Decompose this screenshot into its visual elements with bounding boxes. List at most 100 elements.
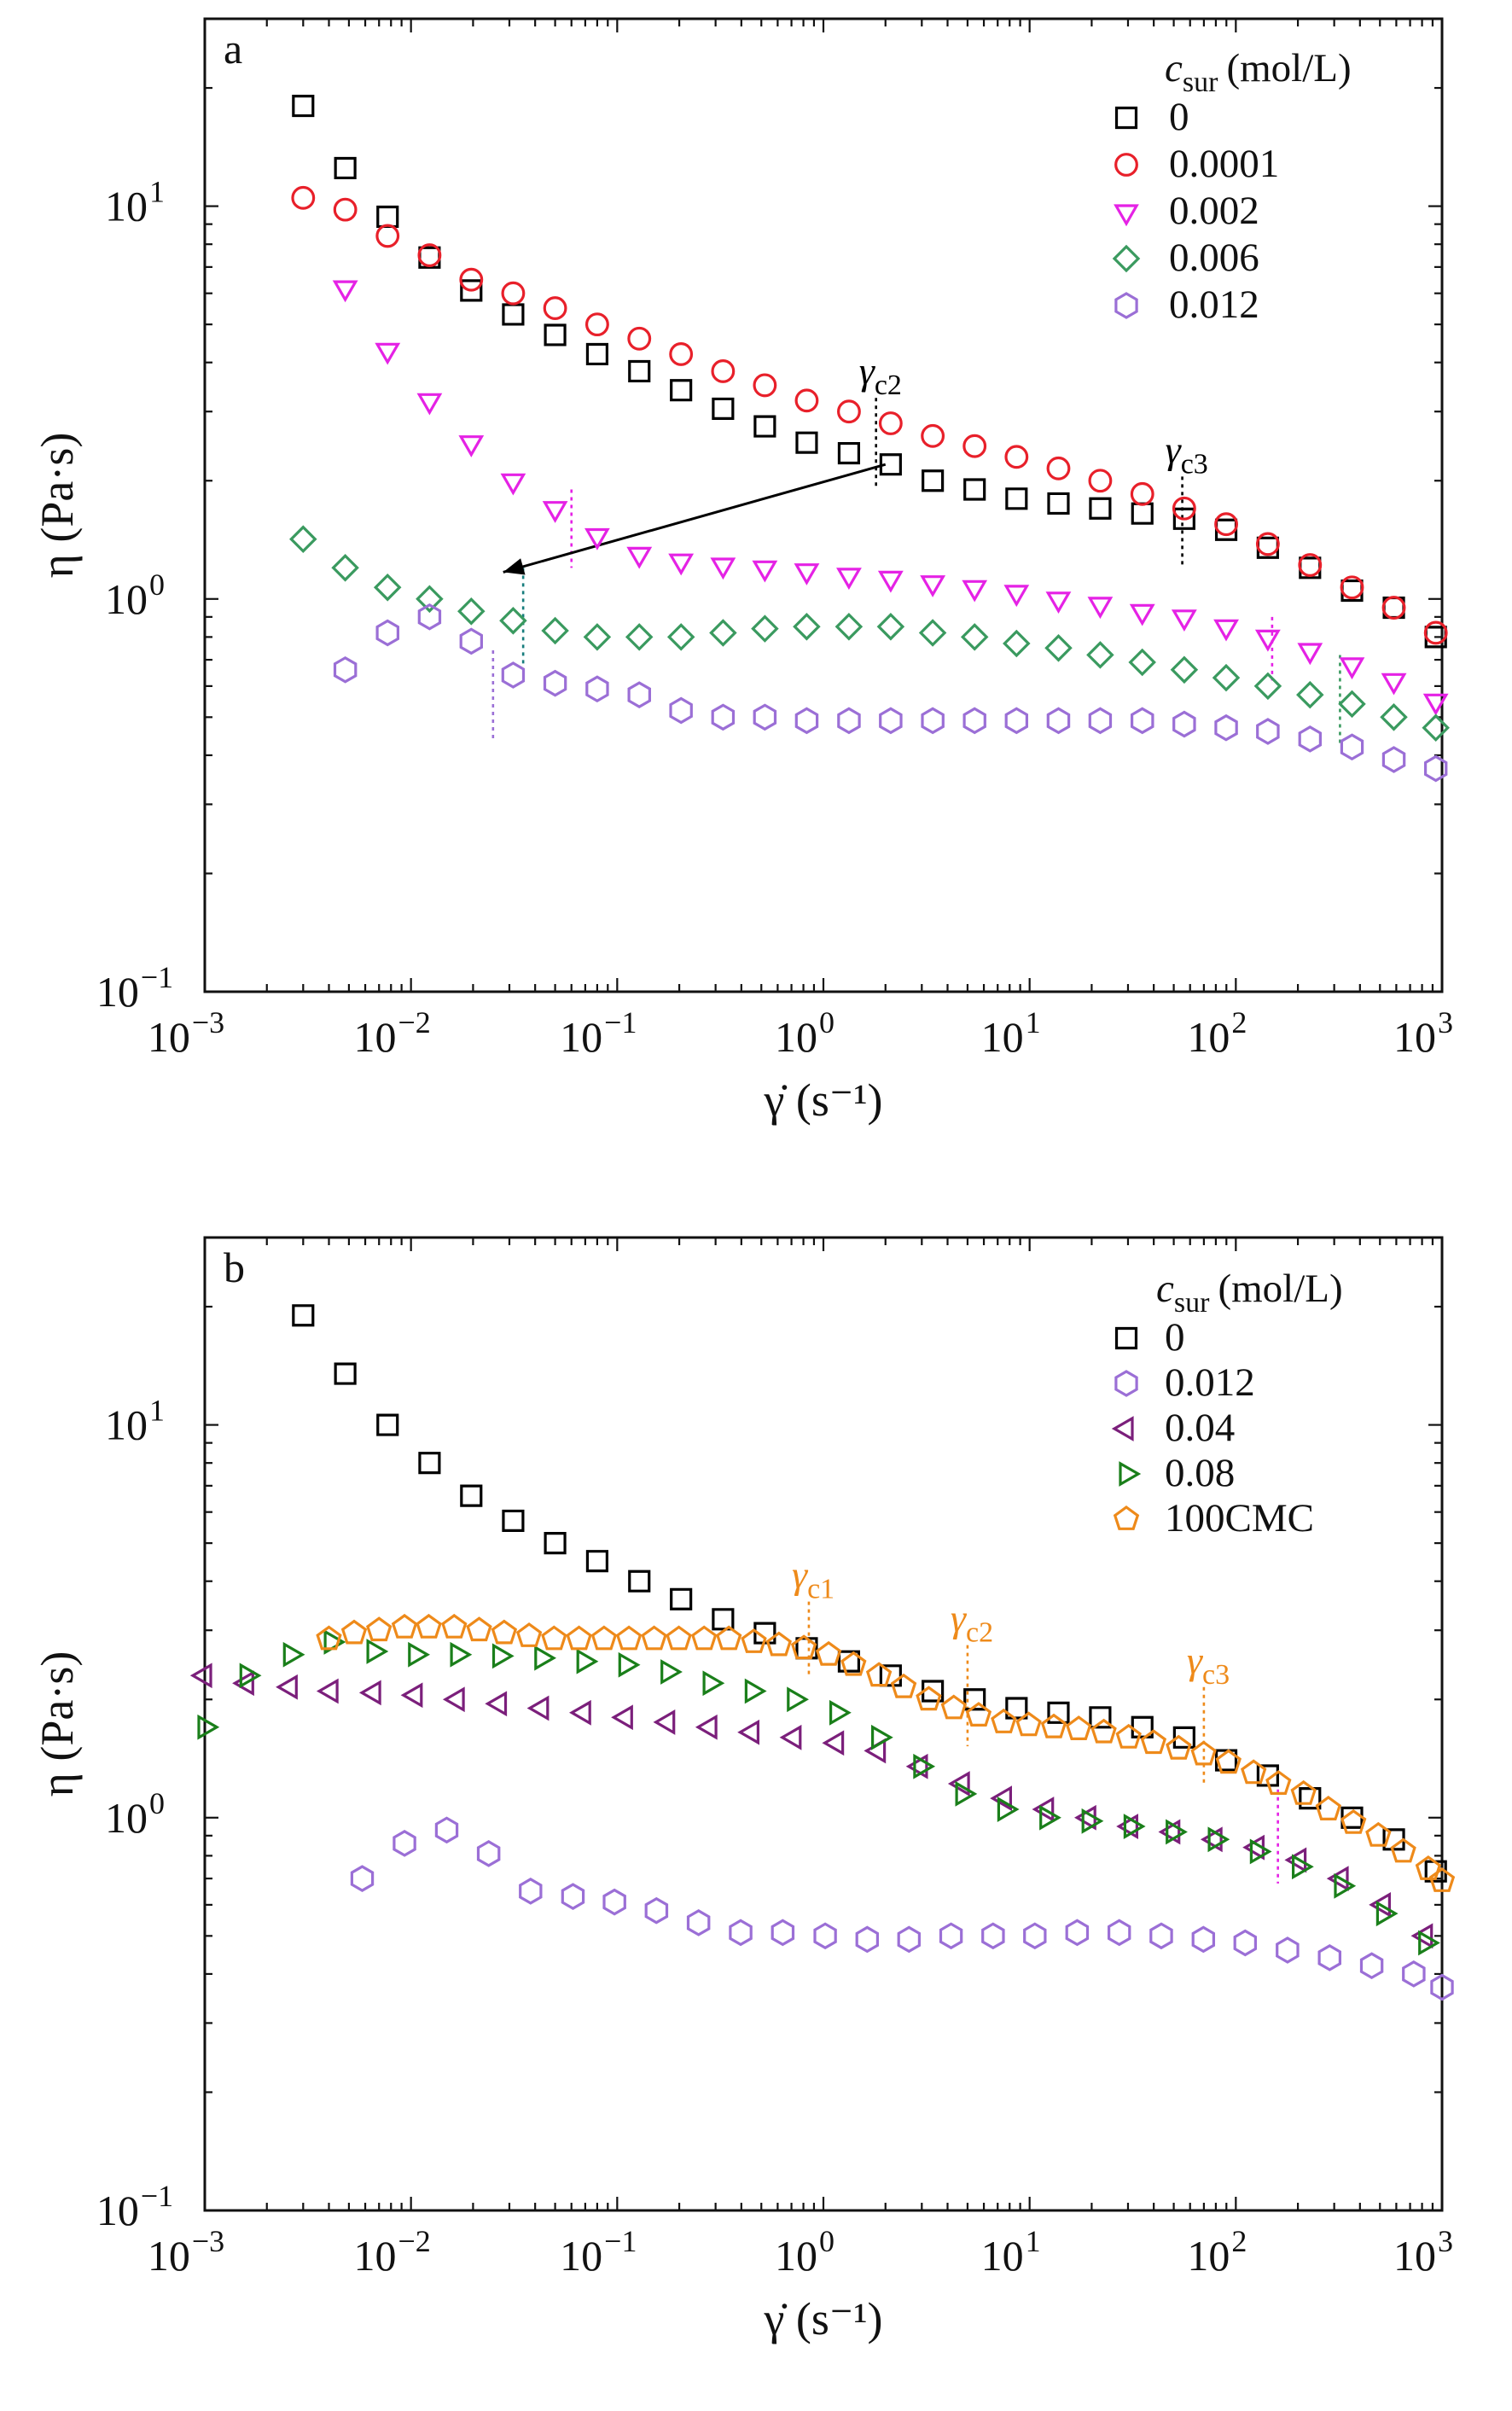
data-point [1108,1919,1131,1947]
data-point [502,1509,525,1533]
data-point [1003,629,1031,658]
data-point [502,303,525,326]
data-point [1423,620,1448,645]
x-axis-title: γ̇ (s⁻¹) [763,2293,882,2344]
data-point [836,568,862,591]
data-point [1044,634,1073,662]
x-tick-label: 101 [981,2224,1041,2280]
data-point [373,574,402,602]
data-point [1381,746,1406,773]
data-point [459,267,484,292]
data-point [1158,1819,1181,1845]
x-tick-label: 100 [775,1005,835,1061]
legend-marker [1119,1461,1142,1487]
data-point [602,1888,626,1916]
data-point [918,619,947,647]
data-point [960,623,989,651]
data-point [1190,1740,1217,1766]
data-point [628,359,651,383]
data-point [922,1680,945,1703]
data-point [1214,518,1238,541]
data-point [282,1641,305,1668]
data-point [366,1616,393,1642]
legend-marker [1112,244,1141,273]
data-point [1315,1796,1341,1820]
data-point [590,1625,618,1651]
data-point [1334,1872,1357,1899]
y-tick-label: 10−1 [96,960,173,1016]
data-point [1276,1936,1300,1964]
data-point [618,1651,641,1678]
data-point [940,1694,968,1720]
data-point [569,1699,591,1726]
data-point [794,563,820,585]
data-point [1131,707,1154,735]
x-tick-label: 100 [775,2224,835,2280]
data-point [691,1625,718,1651]
data-point [712,1608,735,1631]
x-tick-label: 103 [1393,2224,1453,2280]
data-point [626,546,653,569]
data-point [583,623,612,651]
y-axis-title: η (Pa·s) [32,433,83,579]
data-point [876,613,905,641]
data-point [837,1650,861,1673]
data-point [1418,1930,1440,1956]
data-point [434,1816,459,1844]
data-point [1004,707,1028,735]
series-0.012 [333,603,1448,783]
plot-frame [203,1236,1444,2212]
data-point [1241,1759,1267,1785]
data-point [585,342,608,366]
data-point [331,554,359,582]
y-tick-label: 101 [105,1394,165,1449]
data-point [990,1785,1012,1812]
data-point [491,1643,515,1669]
data-point [1298,553,1323,577]
data-point [627,326,652,351]
data-point [1382,1828,1405,1851]
data-point [709,619,737,647]
data-point [947,1771,970,1797]
data-point [962,434,987,458]
data-point [1340,1808,1367,1834]
data-point [1402,1960,1426,1988]
legend-entry-label: 100CMC [1165,1496,1314,1540]
data-point [1365,1821,1392,1847]
data-point [501,661,526,689]
x-tick-label: 101 [981,1005,1041,1061]
data-point [787,1686,809,1713]
legend-marker [1114,1326,1138,1350]
data-point [1292,1854,1314,1880]
data-point [1253,672,1282,701]
series-0 [292,95,1447,649]
legend-entry-label: 0.006 [1169,236,1259,280]
data-point [962,579,988,603]
data-point [666,623,695,651]
data-point [334,156,357,180]
data-point [625,623,654,651]
legend-entry-label: 0.08 [1165,1451,1235,1495]
panel-label: a [224,25,242,73]
data-point [1088,469,1113,493]
data-point [1081,1808,1104,1834]
series-0 [292,1304,1447,1883]
data-point [376,1413,399,1436]
data-point [543,296,567,320]
data-point [615,1625,643,1651]
legend-title: csur (mol/L) [1165,46,1352,98]
data-point [962,707,986,735]
data-point [1296,680,1324,709]
data-point [627,681,651,708]
data-point [668,553,695,576]
data-point [955,1780,978,1807]
data-point [585,675,609,703]
x-tick-label: 10−3 [148,1005,224,1061]
data-point [865,1662,893,1687]
data-point [441,1613,468,1639]
y-tick-label: 101 [105,175,165,230]
x-tick-label: 10−2 [354,2224,431,2280]
data-point [1090,1718,1117,1744]
data-point [526,1695,550,1721]
